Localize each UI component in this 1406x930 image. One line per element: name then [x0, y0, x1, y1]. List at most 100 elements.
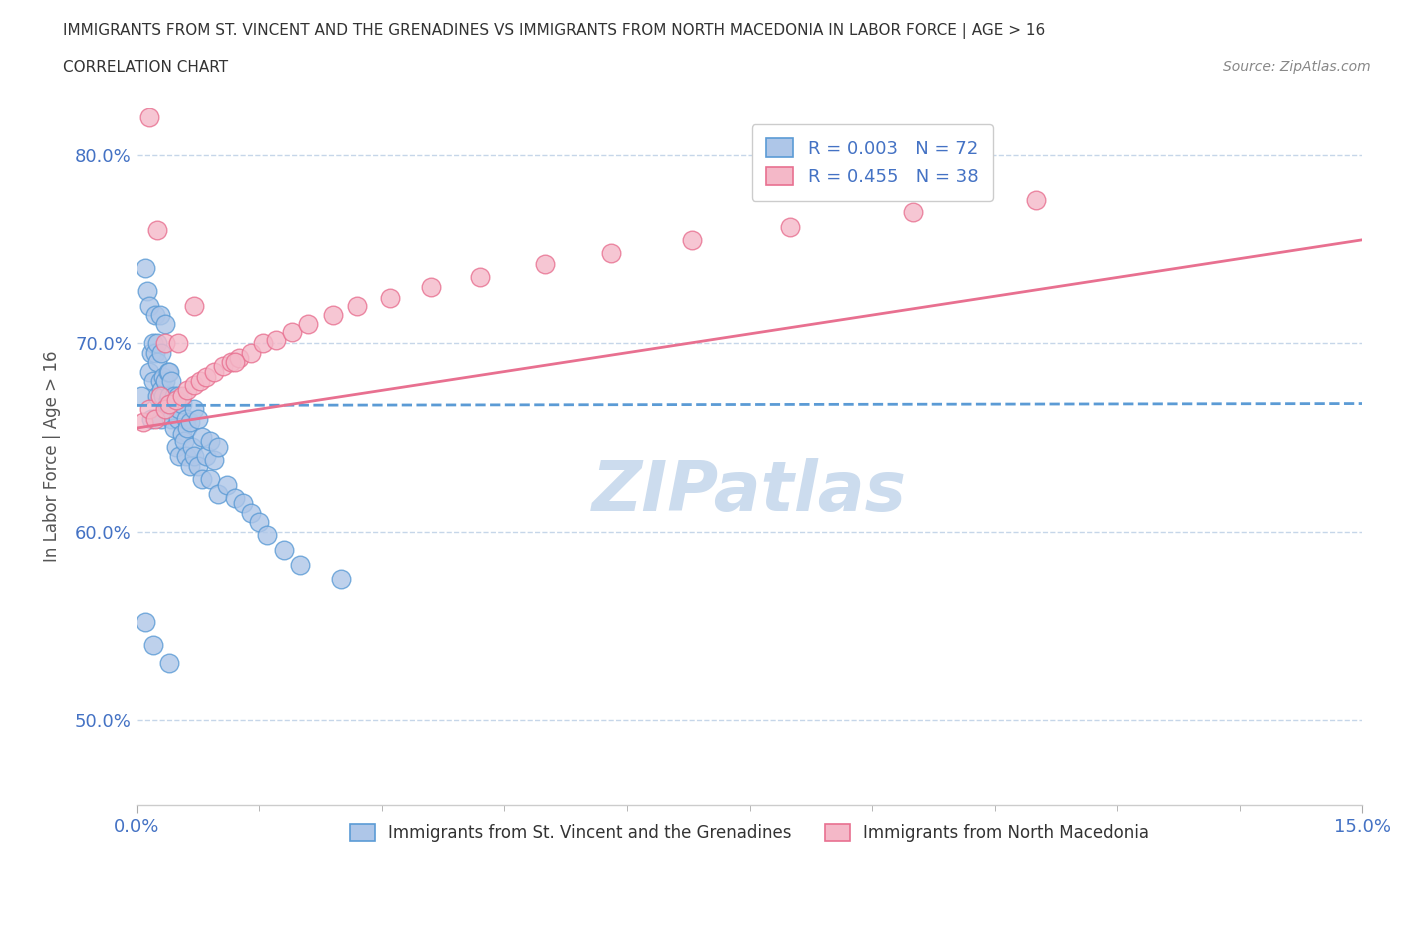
Point [179, 415, 201, 430]
Point [146, 389, 169, 404]
Point [200, 433, 222, 448]
Point [166, 389, 188, 404]
Point [264, 332, 287, 347]
Point [179, 458, 201, 473]
Point [215, 477, 238, 492]
Point [330, 571, 353, 586]
Point [155, 317, 177, 332]
Point [202, 453, 225, 468]
Point [142, 374, 165, 389]
Point [155, 374, 177, 389]
Point [156, 392, 179, 407]
Point [142, 637, 165, 652]
Point [155, 402, 177, 417]
Point [181, 439, 204, 454]
Point [141, 345, 163, 360]
Point [155, 336, 177, 351]
Point [901, 204, 924, 219]
Point [159, 402, 181, 417]
Point [240, 345, 263, 360]
Point [138, 402, 160, 417]
Point [288, 558, 311, 573]
Point [174, 449, 197, 464]
Point [138, 365, 160, 379]
Point [149, 308, 172, 323]
Point [190, 374, 212, 389]
Y-axis label: In Labor Force | Age > 16: In Labor Force | Age > 16 [44, 351, 60, 562]
Point [187, 411, 209, 426]
Point [228, 351, 250, 365]
Point [240, 505, 263, 520]
Point [297, 317, 319, 332]
Point [183, 402, 205, 417]
Point [159, 396, 181, 411]
Point [232, 496, 254, 511]
Point [183, 299, 205, 313]
Point [162, 420, 184, 435]
Point [160, 411, 183, 426]
Point [779, 219, 801, 234]
Point [167, 449, 190, 464]
Point [468, 270, 491, 285]
Point [599, 246, 621, 260]
Point [1025, 193, 1047, 207]
Point [138, 110, 160, 125]
Point [149, 374, 172, 389]
Point [165, 439, 187, 454]
Point [159, 365, 181, 379]
Point [191, 472, 214, 486]
Text: Source: ZipAtlas.com: Source: ZipAtlas.com [1223, 60, 1371, 74]
Point [534, 257, 557, 272]
Point [143, 411, 166, 426]
Point [173, 433, 195, 448]
Point [155, 402, 177, 417]
Point [150, 383, 173, 398]
Point [207, 486, 229, 501]
Point [176, 383, 198, 398]
Point [152, 370, 174, 385]
Point [170, 389, 193, 404]
Point [141, 411, 163, 426]
Point [183, 449, 205, 464]
Point [165, 392, 187, 407]
Point [681, 232, 703, 247]
Point [211, 358, 233, 373]
Point [152, 389, 174, 404]
Point [191, 430, 214, 445]
Point [150, 411, 173, 426]
Point [176, 420, 198, 435]
Point [187, 458, 209, 473]
Point [162, 389, 184, 404]
Point [142, 336, 165, 351]
Point [135, 283, 157, 298]
Point [159, 389, 181, 404]
Point [195, 370, 218, 385]
Point [134, 260, 156, 275]
Point [183, 378, 205, 392]
Text: ZIPatlas: ZIPatlas [592, 458, 907, 525]
Point [129, 389, 152, 404]
Point [195, 449, 218, 464]
Point [273, 543, 295, 558]
Point [165, 396, 187, 411]
Point [219, 354, 242, 369]
Point [167, 402, 190, 417]
Point [150, 345, 173, 360]
Point [252, 336, 274, 351]
Point [146, 354, 169, 369]
Point [419, 279, 441, 294]
Point [200, 472, 222, 486]
Point [132, 415, 155, 430]
Point [166, 336, 188, 351]
Point [156, 365, 179, 379]
Point [256, 528, 278, 543]
Point [166, 411, 188, 426]
Point [138, 299, 160, 313]
Text: CORRELATION CHART: CORRELATION CHART [63, 60, 228, 75]
Point [146, 223, 169, 238]
Point [322, 308, 344, 323]
Point [224, 490, 246, 505]
Point [346, 299, 368, 313]
Point [174, 411, 197, 426]
Point [159, 656, 181, 671]
